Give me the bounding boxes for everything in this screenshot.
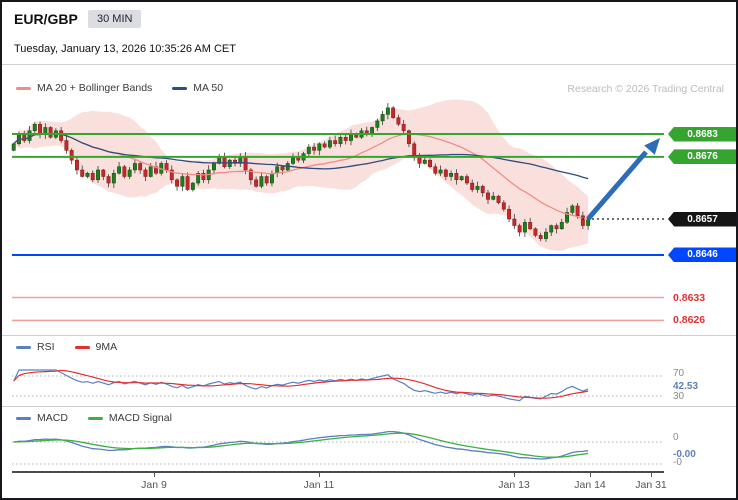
rsi-lower-band-label: 30 — [673, 391, 685, 402]
macd-divider — [2, 406, 736, 407]
forecast-arrow — [586, 150, 648, 221]
rsi-swatch-icon — [16, 345, 31, 349]
main-chart-legend: MA 20 + Bollinger Bands MA 50 — [16, 82, 223, 94]
x-axis-label: Jan 31 — [635, 479, 667, 491]
ma50-label: MA 50 — [193, 82, 224, 94]
x-axis-label: Jan 14 — [574, 479, 606, 491]
instrument-title: EUR/GBP — [14, 11, 78, 27]
rsi-9ma-label: 9MA — [95, 341, 118, 353]
x-axis-line — [12, 471, 664, 473]
rsi-current-value: 42.53 — [673, 381, 699, 392]
rsi-divider — [2, 335, 736, 336]
macd-swatch-icon — [16, 416, 31, 420]
macd-label: MACD — [37, 412, 68, 424]
x-axis-label: Jan 9 — [141, 479, 167, 491]
report-datetime: Tuesday, January 13, 2026 10:35:26 AM CE… — [14, 43, 236, 55]
macd-legend: MACD MACD Signal — [16, 412, 172, 424]
rsi-upper-band-label: 70 — [673, 368, 685, 379]
x-axis-tick — [319, 472, 320, 477]
macd-signal-label: MACD Signal — [108, 412, 172, 424]
macd-panel-chart — [12, 430, 662, 465]
macd-zero-label: 0 — [673, 432, 679, 443]
timeframe-badge: 30 MIN — [88, 10, 142, 28]
ma50-swatch-icon — [172, 86, 188, 90]
header-divider — [2, 64, 736, 65]
x-axis-tick — [154, 472, 155, 477]
rsi-legend: RSI 9MA — [16, 341, 117, 353]
x-axis-label: Jan 13 — [498, 479, 530, 491]
ma20-bollinger-swatch-icon — [16, 86, 31, 90]
rsi-label: RSI — [37, 341, 55, 353]
macd-lower-label: -0 — [673, 457, 682, 468]
macd-signal-swatch-icon — [87, 416, 103, 420]
main-price-chart — [11, 99, 664, 322]
research-watermark: Research © 2026 Trading Central — [567, 83, 724, 95]
rsi-9ma-swatch-icon — [74, 345, 90, 349]
x-axis-label: Jan 11 — [303, 479, 335, 491]
rsi-panel-chart — [12, 369, 662, 402]
x-axis-tick — [590, 472, 591, 477]
ma20-bollinger-label: MA 20 + Bollinger Bands — [37, 82, 153, 94]
x-axis-tick — [651, 472, 652, 477]
macd-current-value: -0.00 — [673, 449, 696, 460]
x-axis-tick — [514, 472, 515, 477]
